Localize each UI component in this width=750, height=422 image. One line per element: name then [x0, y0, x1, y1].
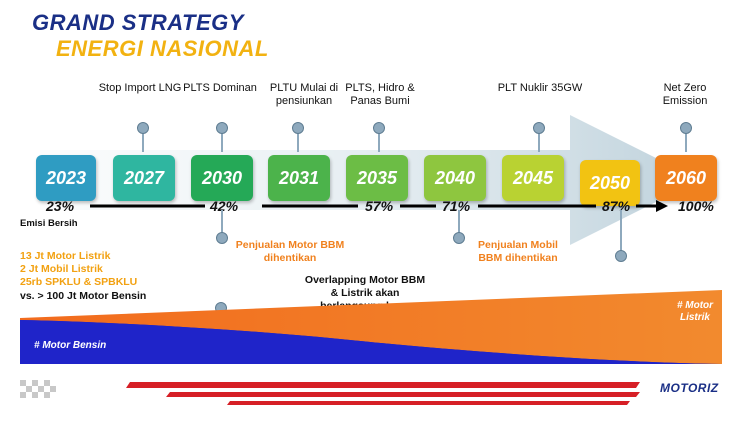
area-label-listrik: # Motor Listrik — [676, 300, 714, 323]
pin-line — [685, 128, 687, 152]
pin-line — [221, 210, 223, 236]
percentage-2030: 42% — [210, 198, 239, 214]
pin-line — [378, 128, 380, 152]
year-box-2060: 2060 — [655, 155, 717, 201]
year-box-2035: 2035 — [346, 155, 408, 201]
note-motor-listrik: 13 Jt Motor Listrik — [20, 250, 111, 262]
motoriz-logo: MOTORIZ — [660, 381, 719, 395]
note-spklu: 25rb SPKLU & SPBKLU — [20, 276, 138, 288]
year-box-2040: 2040 — [424, 155, 486, 201]
milestone-mobil-bbm: Penjualan Mobil BBM dihentikan — [478, 239, 558, 264]
pin-marker — [533, 122, 545, 134]
pin-line — [620, 210, 622, 254]
pin-marker — [373, 122, 385, 134]
note-motor-bensin-compare: vs. > 100 Jt Motor Bensin — [20, 290, 147, 302]
percentage-2035: 57% — [365, 198, 394, 214]
note-mobil-listrik: 2 Jt Mobil Listrik — [20, 263, 103, 275]
pin-marker — [453, 232, 465, 244]
year-box-2050: 2050 — [580, 160, 640, 206]
year-box-2023: 2023 — [36, 155, 96, 201]
year-box-2030: 2030 — [191, 155, 253, 201]
pin-marker — [137, 122, 149, 134]
milestone-2060: Net Zero Emission — [662, 82, 708, 107]
milestone-2027: Stop Import LNG — [98, 82, 182, 94]
title-line-2: ENERGI NASIONAL — [56, 36, 269, 61]
year-box-2031: 2031 — [268, 155, 330, 201]
pin-marker — [216, 122, 228, 134]
pin-line — [458, 210, 460, 236]
pin-line — [538, 128, 540, 152]
pin-marker — [216, 232, 228, 244]
percentage-2040: 71% — [442, 198, 471, 214]
year-box-2027: 2027 — [113, 155, 175, 201]
percentage-2060: 100% — [678, 198, 714, 214]
percentage-2023: 23% — [46, 198, 75, 214]
milestone-2035: PLTS, Hidro & Panas Bumi — [345, 82, 415, 107]
area-label-bensin: # Motor Bensin — [34, 340, 107, 351]
pin-line — [221, 128, 223, 152]
pin-marker — [680, 122, 692, 134]
emisi-bersih-label: Emisi Bersih — [20, 218, 78, 229]
pin-line — [297, 128, 299, 152]
milestone-2045: PLT Nuklir 35GW — [497, 82, 583, 94]
pin-marker — [615, 250, 627, 262]
milestone-2031: PLTU Mulai di pensiunkan — [269, 82, 339, 107]
pin-line — [142, 128, 144, 152]
percentage-2050: 87% — [602, 198, 631, 214]
year-box-2045: 2045 — [502, 155, 564, 201]
pin-marker — [292, 122, 304, 134]
milestone-2030: PLTS Dominan — [183, 82, 257, 94]
milestone-motor-bbm: Penjualan Motor BBM dihentikan — [235, 239, 345, 264]
title-line-1: GRAND STRATEGY — [32, 10, 244, 35]
